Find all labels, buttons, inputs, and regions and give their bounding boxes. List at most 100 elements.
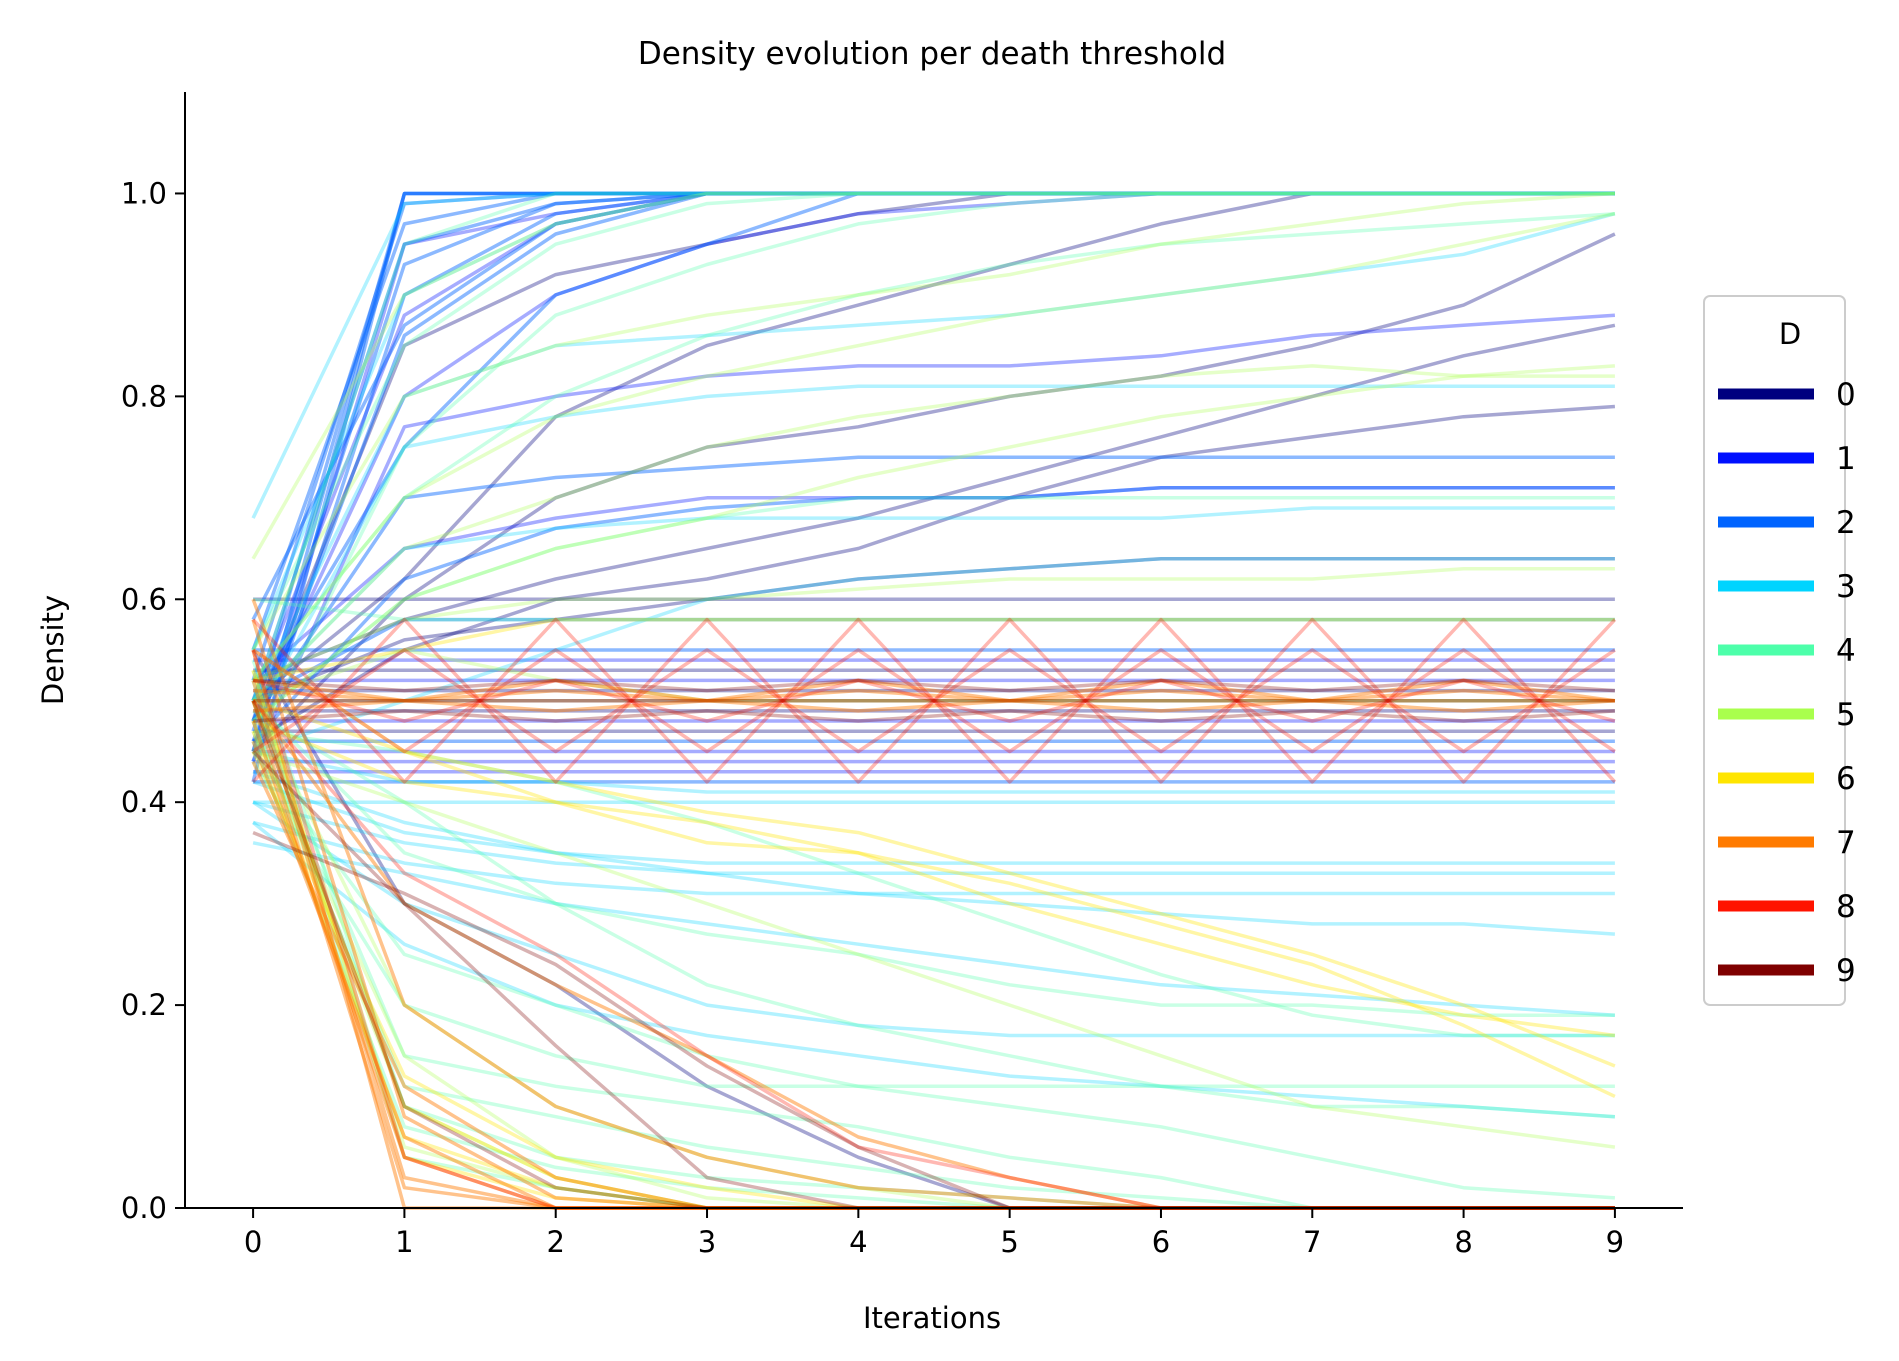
legend-entry-5: 5	[1718, 697, 1856, 733]
series-line	[252, 597, 1615, 622]
series-line	[252, 191, 1615, 703]
series-line	[251, 760, 1615, 1089]
legend: D 0 1 2 3 4 5 6 7 8 9	[1703, 295, 1856, 1006]
x-tick-label: 8	[1454, 1225, 1472, 1259]
series-line	[251, 364, 1616, 702]
x-tick-label: 1	[395, 1225, 413, 1259]
series-line	[252, 678, 1616, 693]
series-line	[251, 617, 1617, 784]
series-line	[251, 211, 1616, 682]
series-line	[251, 191, 1615, 651]
x-axis-label: Iterations	[863, 1301, 1001, 1335]
x-tick-label: 0	[244, 1225, 262, 1259]
series-line	[251, 232, 1616, 753]
legend-label: 1	[1836, 441, 1856, 477]
series-line	[251, 506, 1615, 702]
legend-label: 8	[1836, 889, 1856, 925]
series-3	[251, 191, 1616, 1119]
series-line	[251, 191, 1615, 722]
series-line	[252, 678, 1616, 703]
legend-label: 3	[1836, 569, 1856, 605]
series-line	[252, 729, 1615, 1038]
legend-entry-1: 1	[1718, 441, 1856, 477]
series-line	[251, 679, 1615, 1210]
series-9	[251, 678, 1616, 1210]
series-line	[251, 191, 1615, 621]
series-line	[251, 740, 1615, 1210]
series-line	[252, 841, 1616, 1017]
series-line	[252, 800, 1615, 1038]
y-tick-label: 0.8	[121, 379, 167, 413]
series-line	[252, 496, 1615, 723]
series-line	[251, 485, 1615, 743]
series-line	[251, 191, 1615, 702]
series-line	[251, 191, 1615, 783]
chart-title: Density evolution per death threshold	[638, 36, 1226, 72]
series-line	[252, 648, 1615, 703]
series-line	[252, 688, 1616, 703]
series-line	[252, 830, 1615, 1210]
series-2	[251, 191, 1615, 784]
series-line	[252, 749, 1616, 1149]
series-line	[251, 191, 1615, 722]
series-line	[251, 191, 1615, 681]
series-line	[251, 191, 1615, 763]
legend-label: 6	[1836, 761, 1856, 797]
series-line	[252, 821, 1616, 1119]
series-line	[252, 648, 1616, 754]
series-line	[251, 191, 1615, 702]
series-line	[252, 719, 1616, 1098]
series-line	[251, 384, 1615, 722]
series-line	[252, 699, 1616, 1068]
legend-title: D	[1779, 317, 1801, 351]
series-line	[251, 191, 1615, 722]
series-line	[251, 485, 1615, 682]
series-0	[251, 191, 1616, 1210]
series-line	[252, 800, 1615, 875]
series-line	[251, 212, 1616, 702]
legend-entry-2: 2	[1718, 505, 1856, 541]
series-lines	[251, 191, 1617, 1210]
series-line	[252, 820, 1615, 896]
series-line	[252, 556, 1615, 703]
series-line	[252, 617, 1615, 703]
x-ticks: 0 1 2 3 4 5 6 7 8 9	[244, 1208, 1624, 1259]
legend-entry-3: 3	[1718, 569, 1856, 605]
series-line	[252, 709, 1616, 1119]
series-line	[251, 191, 1615, 519]
series-line	[252, 567, 1615, 683]
series-line	[252, 404, 1616, 743]
series-line	[251, 617, 1617, 784]
legend-entry-4: 4	[1718, 633, 1856, 669]
series-line	[252, 709, 1616, 723]
series-line	[251, 699, 1615, 1017]
axes	[184, 92, 1683, 1209]
series-line	[252, 648, 1616, 754]
series-line	[251, 191, 1615, 753]
series-line	[251, 211, 1616, 682]
series-line	[251, 191, 1615, 651]
legend-entry-0: 0	[1718, 377, 1856, 413]
x-tick-label: 4	[849, 1225, 867, 1259]
series-line	[251, 191, 1615, 752]
legend-entry-9: 9	[1718, 953, 1856, 989]
legend-label: 4	[1836, 633, 1856, 669]
series-line	[251, 191, 1615, 702]
series-line	[251, 740, 1615, 1210]
series-line	[252, 374, 1615, 723]
y-tick-label: 0.4	[121, 785, 167, 819]
series-1	[251, 191, 1616, 774]
series-line	[252, 770, 1616, 936]
y-tick-label: 1.0	[121, 176, 167, 210]
legend-label: 5	[1836, 697, 1856, 733]
series-line	[251, 750, 1616, 1200]
legend-entries: 0 1 2 3 4 5 6 7 8 9	[1718, 377, 1856, 989]
x-tick-label: 9	[1606, 1225, 1624, 1259]
series-line	[252, 648, 1616, 1038]
legend-label: 7	[1836, 825, 1856, 861]
series-line	[252, 323, 1616, 683]
legend-entry-6: 6	[1718, 761, 1856, 797]
x-tick-label: 7	[1303, 1225, 1321, 1259]
x-tick-label: 5	[1000, 1225, 1018, 1259]
